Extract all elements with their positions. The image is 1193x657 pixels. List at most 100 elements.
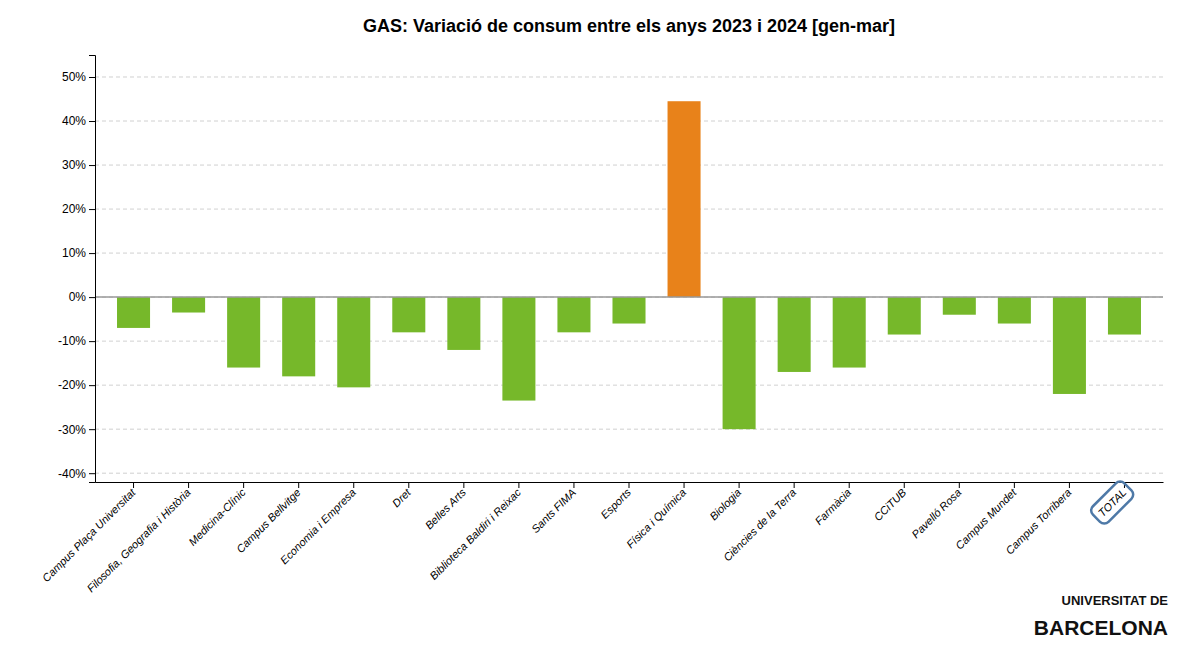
annotation: BARCELONA [1034,616,1168,639]
bar [612,297,645,323]
y-tick-mark [89,253,95,254]
x-tick-label: Ciències de la Terra [721,486,798,563]
x-tick-mark [408,482,409,488]
x-tick-mark [1069,482,1070,488]
x-tick-label: Medicina-Clínic [186,486,248,548]
y-tick: 40% [62,114,95,128]
y-tick: 20% [62,202,95,216]
y-tick: -40% [58,467,95,481]
grid-line [95,121,1163,122]
x-tick-mark [353,482,354,488]
bar [447,297,480,350]
bar [557,297,590,332]
y-tick-mark [89,385,95,386]
y-tick: 30% [62,158,95,172]
bar [1053,297,1086,394]
x-tick-mark [1014,482,1015,488]
y-tick-label: -10% [58,334,86,348]
x-tick: Farmàcia [812,482,853,527]
x-tick-mark [188,482,189,488]
plot-area: -40% -30% -20% -10% 0% 10% 20% 30% 40% 50% Campus … [40,56,1164,595]
x-tick-label: Campus Torribera [1003,486,1073,556]
y-tick-label: -20% [58,378,86,392]
title: GAS: Variació de consum entre els anys 2… [363,16,895,36]
y-tick: 50% [62,70,95,84]
grid-line [95,297,1163,298]
y-tick-label: 50% [62,70,86,84]
x-tick-label: Belles Arts [423,486,469,532]
y-axis-line [89,56,96,483]
x-tick: Física i Química [624,482,688,550]
y-tick-label: 20% [62,202,86,216]
y-tick-label: -30% [58,423,86,437]
zero-line [95,296,1163,298]
x-tick: Medicina-Clínic [186,482,248,548]
bar [392,297,425,332]
grid-line [95,385,1163,386]
y-tick-mark [89,77,95,78]
y-tick: -30% [58,423,95,437]
y-tick: -20% [58,378,95,392]
bar [502,297,535,400]
x-tick-label: Biblioteca Baldiri i Reixac [427,486,523,582]
x-tick-mark [959,482,960,488]
y-tick-mark [89,341,95,342]
grid-line [95,473,1163,474]
bar [668,101,701,297]
x-tick-mark [518,482,519,488]
x-tick-label: Filosofia, Geografia i Història [84,486,192,594]
x-tick-mark [629,482,630,488]
x-tick-label: Campus Plaça Universitat [40,485,139,584]
y-tick-label: 10% [62,246,86,260]
x-tick-mark [904,482,905,488]
x-tick-label: Física i Química [624,486,688,550]
grid-line [95,253,1163,254]
y-tick-mark [89,473,95,474]
bar [172,297,205,312]
bars [117,101,1141,429]
x-tick-label: Dret [390,485,414,509]
y-tick-mark [89,165,95,166]
bar [778,297,811,372]
annotation: UNIVERSITAT DE [1062,593,1169,608]
x-tick-mark [739,482,740,488]
y-tick-label: 0% [69,290,87,304]
y-tick: 0% [69,290,95,304]
y-tick-mark [89,297,95,298]
bar [1108,297,1141,334]
total-highlight [1089,479,1136,526]
x-tick: Biblioteca Baldiri i Reixac [427,482,523,582]
x-tick-label: Farmàcia [812,486,853,527]
x-tick-label: Esports [598,486,633,521]
grid-line [95,429,1163,430]
bar [943,297,976,315]
x-tick-label: Sants FIMA [529,486,578,535]
grid-line [95,165,1163,166]
y-tick-label: 30% [62,158,86,172]
x-tick: Campus Torribera [1003,482,1073,557]
annotations: UNIVERSITAT DE BARCELONA [1034,593,1168,639]
x-tick-mark [794,482,795,488]
bar [723,297,756,429]
x-tick: Economia i Empresa [278,482,358,566]
x-tick: Dret [390,482,414,509]
x-tick: Ciències de la Terra [721,482,798,564]
x-tick: Filosofia, Geografia i Història [84,482,192,594]
x-tick: Esports [598,482,633,521]
grid [95,77,1163,473]
bar [998,297,1031,323]
y-tick: -10% [58,334,95,348]
x-tick-mark [684,482,685,488]
x-tick-mark [573,482,574,488]
grid-line [95,209,1163,210]
y-axis: -40% -30% -20% -10% 0% 10% 20% 30% 40% 50% [58,56,96,483]
x-tick-mark [298,482,299,488]
bar [833,297,866,367]
x-tick: TOTAL [1089,479,1136,526]
chart: -40% -30% -20% -10% 0% 10% 20% 30% 40% 50% Campus … [0,0,1193,657]
x-tick: Pavelló Rosa [909,482,963,540]
x-tick-mark [463,482,464,488]
bar [337,297,370,387]
x-tick: Sants FIMA [529,482,578,535]
x-tick: Belles Arts [423,482,469,532]
